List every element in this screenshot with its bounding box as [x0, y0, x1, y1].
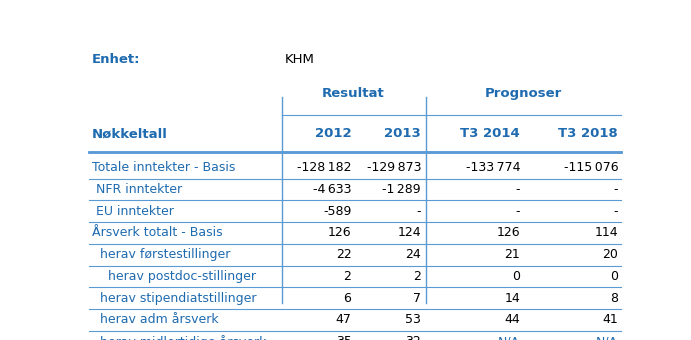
Text: -589: -589: [323, 205, 352, 218]
Text: 114: 114: [594, 226, 618, 239]
Text: -: -: [614, 205, 618, 218]
Text: EU inntekter: EU inntekter: [92, 205, 173, 218]
Text: Årsverk totalt - Basis: Årsverk totalt - Basis: [92, 226, 223, 239]
Text: -128 182: -128 182: [297, 161, 352, 174]
Text: -: -: [417, 205, 421, 218]
Text: -: -: [515, 183, 520, 196]
Text: T3 2014: T3 2014: [460, 127, 520, 140]
Text: N/A: N/A: [596, 335, 618, 340]
Text: Resultat: Resultat: [321, 87, 384, 100]
Text: Nøkkeltall: Nøkkeltall: [92, 127, 168, 140]
Text: 14: 14: [504, 292, 520, 305]
Text: 0: 0: [610, 270, 618, 283]
Text: 21: 21: [504, 248, 520, 261]
Text: herav førstestillinger: herav førstestillinger: [92, 248, 230, 261]
Text: 8: 8: [610, 292, 618, 305]
Text: 7: 7: [413, 292, 421, 305]
Text: -115 076: -115 076: [564, 161, 618, 174]
Text: -133 774: -133 774: [466, 161, 520, 174]
Text: N/A: N/A: [498, 335, 520, 340]
Text: -1 289: -1 289: [382, 183, 421, 196]
Text: 2013: 2013: [384, 127, 421, 140]
Text: Totale inntekter - Basis: Totale inntekter - Basis: [92, 161, 235, 174]
Text: herav adm årsverk: herav adm årsverk: [92, 313, 218, 326]
Text: 126: 126: [497, 226, 520, 239]
Text: T3 2018: T3 2018: [558, 127, 618, 140]
Text: 2012: 2012: [315, 127, 352, 140]
Text: 0: 0: [512, 270, 520, 283]
Text: 41: 41: [603, 313, 618, 326]
Text: 32: 32: [406, 335, 421, 340]
Text: -: -: [515, 205, 520, 218]
Text: herav midlertidige årsverk: herav midlertidige årsverk: [92, 335, 266, 340]
Text: -4 633: -4 633: [313, 183, 352, 196]
Text: 22: 22: [336, 248, 352, 261]
Text: 124: 124: [397, 226, 421, 239]
Text: herav postdoc-stillinger: herav postdoc-stillinger: [92, 270, 256, 283]
Text: -129 873: -129 873: [367, 161, 421, 174]
Text: 47: 47: [336, 313, 352, 326]
Text: 6: 6: [343, 292, 352, 305]
Text: KHM: KHM: [285, 53, 314, 66]
Text: 24: 24: [406, 248, 421, 261]
Text: 44: 44: [504, 313, 520, 326]
Text: 2: 2: [343, 270, 352, 283]
Text: 35: 35: [336, 335, 352, 340]
Text: 2: 2: [413, 270, 421, 283]
Text: Prognoser: Prognoser: [485, 87, 562, 100]
Text: herav stipendiatstillinger: herav stipendiatstillinger: [92, 292, 256, 305]
Text: NFR inntekter: NFR inntekter: [92, 183, 182, 196]
Text: -: -: [614, 183, 618, 196]
Text: 53: 53: [405, 313, 421, 326]
Text: 20: 20: [603, 248, 618, 261]
Text: 126: 126: [328, 226, 352, 239]
Text: Enhet:: Enhet:: [92, 53, 140, 66]
